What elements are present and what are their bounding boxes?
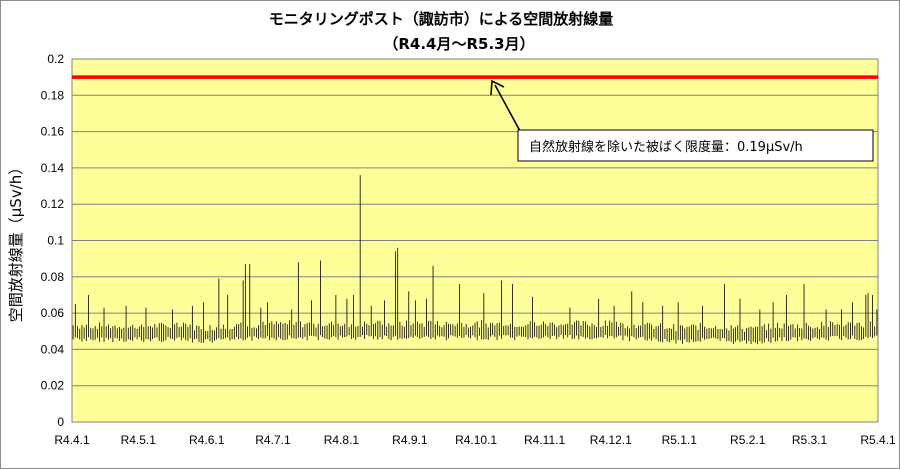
x-tick-labels: R4.4.1 R4.5.1 R4.6.1 R4.7.1 R4.8.1 R4.9.1 R4.1… — [54, 433, 896, 447]
x-tick-label: R4.7.1 — [255, 433, 291, 447]
x-tick-label: R4.12.1 — [590, 433, 632, 447]
x-tick-label: R5.1.1 — [662, 433, 698, 447]
gridlines — [72, 94, 878, 387]
y-tick-label: 0.04 — [41, 342, 65, 356]
annotation-box — [517, 129, 874, 162]
x-tick-label: R5.3.1 — [792, 433, 828, 447]
x-tick-label: R4.6.1 — [189, 433, 225, 447]
annotation-arrowhead — [490, 79, 505, 96]
annotation-text: 自然放射線を除いた被ばく限度量：0.19μSv/h — [529, 139, 803, 155]
x-tick-label: R4.9.1 — [392, 433, 428, 447]
y-tick-label: 0.2 — [47, 52, 64, 66]
y-tick-label: 0.16 — [41, 125, 65, 139]
x-tick-label: R4.8.1 — [324, 433, 360, 447]
y-tick-label: 0 — [57, 415, 64, 429]
annotation-arrow — [494, 84, 521, 132]
y-tick-labels: 0 0.02 0.04 0.06 0.08 0.1 0.12 0.14 0.16 0.18 0.2 — [41, 52, 65, 429]
y-tick-label: 0.18 — [41, 88, 65, 102]
x-tick-label: R5.4.1 — [860, 433, 896, 447]
y-tick-label: 0.08 — [41, 270, 65, 284]
y-axis-label: 空間放射線量（μSv/h） — [7, 160, 25, 323]
y-tick-label: 0.02 — [41, 379, 65, 393]
x-tick-label: R4.4.1 — [54, 433, 90, 447]
y-tick-label: 0.12 — [41, 197, 65, 211]
x-tick-label: R4.11.1 — [524, 433, 565, 447]
annotation: 自然放射線を除いた被ばく限度量：0.19μSv/h — [490, 79, 874, 162]
x-tick-label: R4.5.1 — [121, 433, 157, 447]
chart-title: モニタリングポスト（諏訪市）による空間放射線量 — [269, 10, 614, 28]
y-tick-label: 0.14 — [41, 161, 65, 175]
x-tick-label: R5.2.1 — [730, 433, 766, 447]
x-tick-label: R4.10.1 — [455, 433, 497, 447]
y-tick-label: 0.1 — [47, 234, 64, 248]
y-tick-label: 0.06 — [41, 306, 65, 320]
series-group — [72, 175, 878, 345]
chart-subtitle: （R4.4月～R5.3月） — [383, 35, 534, 53]
